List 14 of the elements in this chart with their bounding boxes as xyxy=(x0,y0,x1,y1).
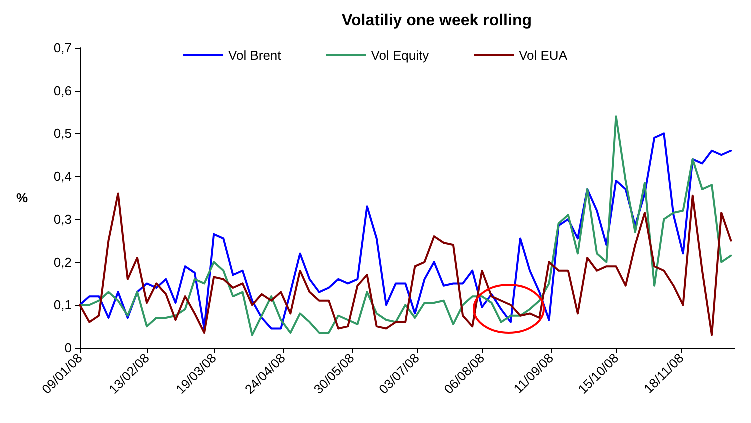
y-tick-label: 0,7 xyxy=(54,40,72,56)
legend-label: Vol EUA xyxy=(519,48,568,63)
y-tick-label: 0,3 xyxy=(54,212,72,227)
legend-label: Vol Brent xyxy=(228,48,282,63)
chart-title: Volatiliy one week rolling xyxy=(342,12,532,30)
y-axis-title: % xyxy=(16,190,28,206)
y-tick-label: 0,1 xyxy=(54,298,72,313)
legend-label: Vol Equity xyxy=(371,48,430,63)
y-tick-label: 0 xyxy=(64,340,72,356)
y-tick-label: 0,5 xyxy=(54,126,72,142)
y-tick-label: 0,4 xyxy=(54,169,72,184)
line-series xyxy=(79,192,732,336)
y-tick-label: 0,2 xyxy=(54,254,72,270)
y-tick-label: 0,6 xyxy=(54,83,72,98)
